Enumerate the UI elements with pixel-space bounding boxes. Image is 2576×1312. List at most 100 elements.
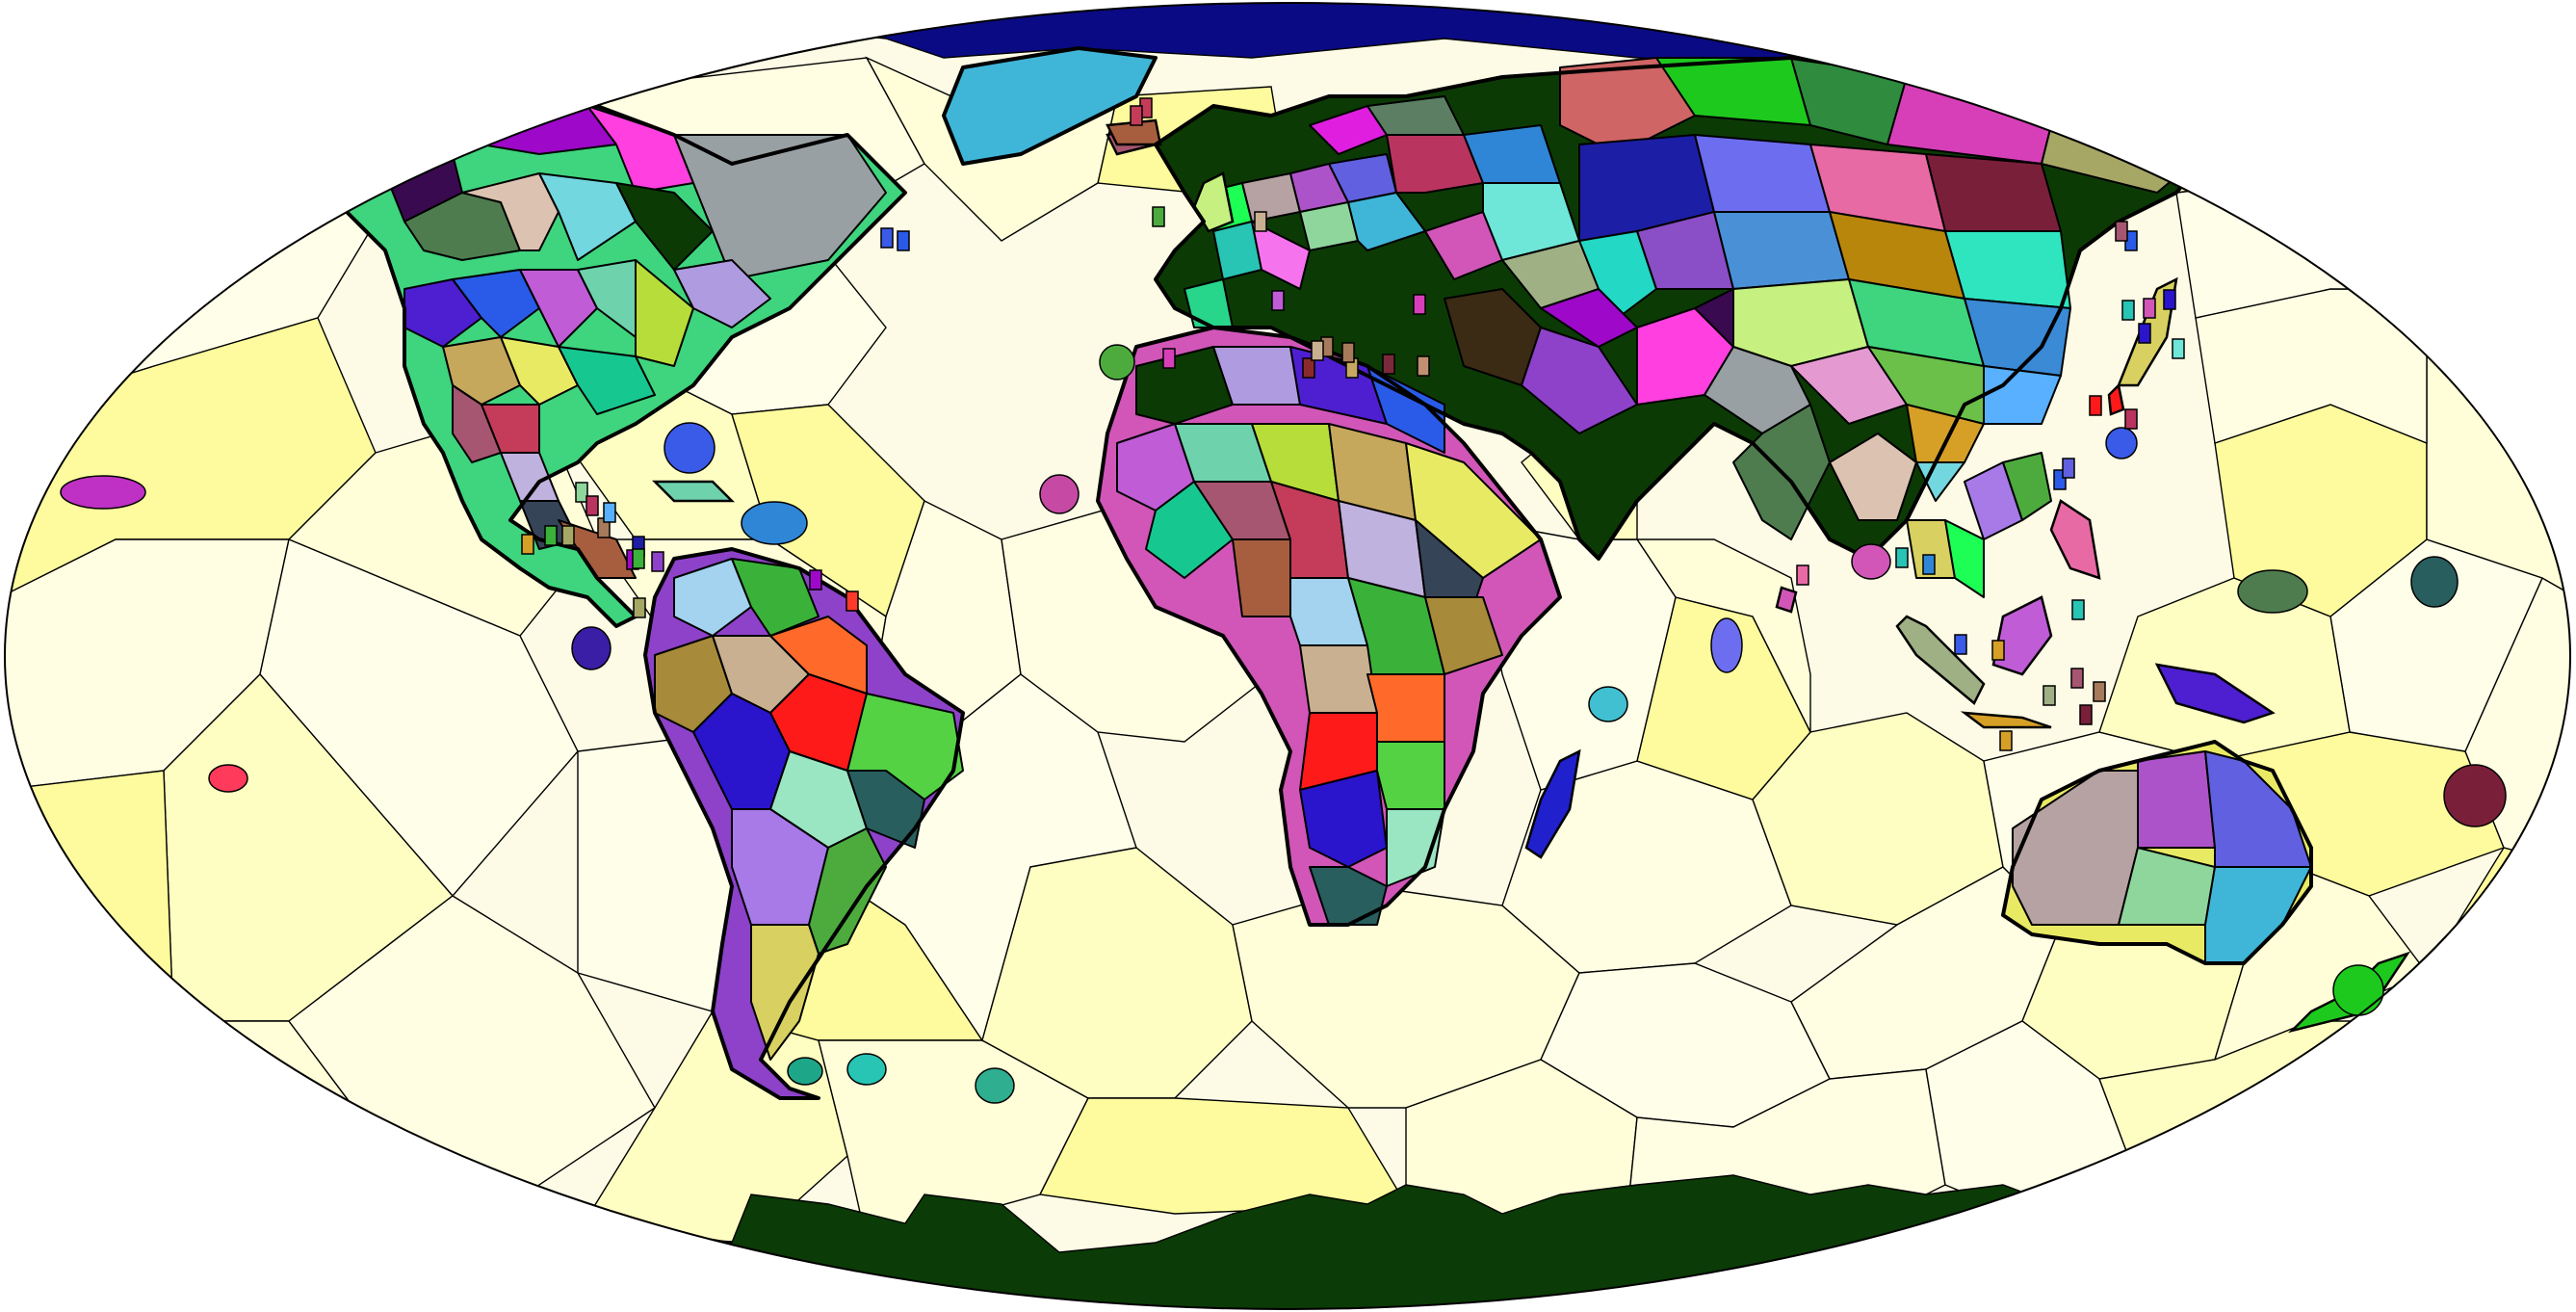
country-region[interactable] [500,336,579,406]
country-region[interactable] [1521,327,1638,434]
island-marker[interactable] [1152,206,1165,227]
island-marker[interactable] [880,227,894,249]
country-region[interactable] [1704,346,1811,434]
island-group-marker[interactable] [1710,617,1743,673]
country-region[interactable] [1299,770,1388,868]
island-marker[interactable] [575,482,588,503]
country-region[interactable] [769,616,868,695]
island-group-marker[interactable] [846,1053,887,1086]
island-marker[interactable] [897,230,910,251]
country-region[interactable] [1145,481,1234,579]
island-group-marker[interactable] [664,422,716,474]
country-region[interactable] [1877,433,1965,502]
country-region[interactable] [1944,519,1985,598]
country-region[interactable] [1829,433,1917,521]
country-region[interactable] [1347,192,1426,251]
country-region[interactable] [2118,847,2216,926]
island-marker[interactable] [585,495,599,516]
sri-lanka-island[interactable] [1775,586,1798,614]
uk-island[interactable] [1192,171,1235,233]
island-marker[interactable] [1417,355,1430,377]
country-region[interactable] [1366,673,1445,743]
island-group-marker[interactable] [2105,427,2138,459]
island-marker[interactable] [1413,294,1426,315]
country-region[interactable] [1386,808,1445,887]
island-marker[interactable] [1895,547,1909,568]
island-marker[interactable] [809,569,822,590]
country-region[interactable] [1944,230,2071,309]
country-region[interactable] [452,384,502,463]
country-region[interactable] [365,91,502,145]
island-marker[interactable] [521,534,534,555]
country-region[interactable] [1424,596,1503,675]
philippines-island[interactable] [2049,499,2101,580]
country-region[interactable] [673,259,771,328]
island-marker[interactable] [2043,685,2056,706]
island-group-marker[interactable] [2443,764,2507,827]
country-region[interactable] [2137,750,2216,849]
cuba-island[interactable] [651,480,736,503]
country-region[interactable] [1694,288,1734,348]
island-group-marker[interactable] [975,1067,1015,1104]
country-region[interactable] [1309,866,1388,926]
island-marker[interactable] [544,525,558,546]
country-region[interactable] [1135,346,1234,425]
country-region[interactable] [288,95,396,194]
country-region[interactable] [1184,278,1234,328]
island-marker[interactable] [1922,554,1936,575]
island-marker[interactable] [1382,354,1395,375]
island-marker[interactable] [1130,105,1143,126]
island-group-marker[interactable] [1851,543,1891,580]
island-group-marker[interactable] [208,764,248,793]
island-marker[interactable] [2093,681,2106,702]
island-group-marker[interactable] [1039,474,1080,514]
island-marker[interactable] [561,525,575,546]
island-marker[interactable] [846,590,859,612]
country-region[interactable] [1925,153,2062,232]
island-marker[interactable] [1302,357,1315,379]
island-group-marker[interactable] [1099,344,1135,380]
island-marker[interactable] [2138,323,2151,344]
island-marker[interactable] [2079,704,2093,725]
taiwan-island[interactable] [2107,382,2125,416]
island-marker[interactable] [1254,211,1267,232]
country-region[interactable] [1713,211,1850,290]
island-marker[interactable] [1991,640,2005,661]
country-region[interactable] [1376,741,1445,810]
island-marker[interactable] [2121,300,2135,321]
island-marker[interactable] [2172,338,2185,359]
island-group-marker[interactable] [2332,964,2384,1016]
island-marker[interactable] [2143,298,2156,319]
island-marker[interactable] [2089,395,2102,416]
country-region[interactable] [442,336,521,406]
new-guinea-island[interactable] [2154,663,2276,724]
island-marker[interactable] [632,548,645,569]
country-region[interactable] [635,259,694,367]
madagascar-island[interactable] [1524,748,1581,859]
country-region[interactable] [1366,365,1445,454]
island-group-marker[interactable] [571,626,611,670]
island-marker[interactable] [2071,599,2085,620]
country-region[interactable] [1299,644,1378,714]
island-group-marker[interactable] [787,1057,823,1086]
alaska-landmass[interactable] [211,95,396,213]
country-region[interactable] [1694,134,1831,213]
island-marker[interactable] [1954,634,1967,655]
island-group-marker[interactable] [60,475,146,510]
island-marker[interactable] [1999,730,2013,751]
island-marker[interactable] [603,502,616,523]
country-region[interactable] [558,346,656,415]
country-region[interactable] [673,558,752,637]
island-group-marker[interactable] [1588,686,1628,722]
country-region[interactable] [2002,452,2052,521]
country-region[interactable] [1386,134,1484,194]
island-marker[interactable] [2115,221,2128,242]
country-region[interactable] [519,269,598,348]
island-marker[interactable] [651,551,664,572]
sumatra-island[interactable] [1895,615,1986,705]
island-marker[interactable] [1162,348,1176,369]
island-marker[interactable] [1341,342,1355,363]
island-marker[interactable] [1311,340,1324,361]
country-region[interactable] [1559,57,1696,155]
